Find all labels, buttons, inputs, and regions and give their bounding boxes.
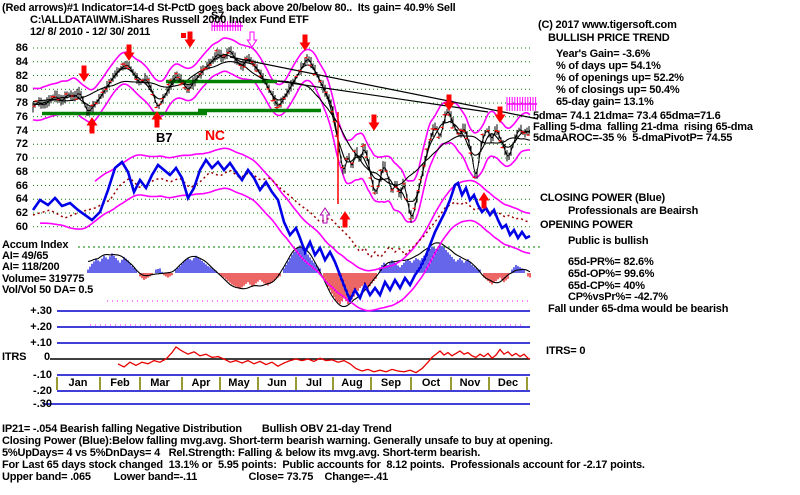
month-label-sep: Sep [380,377,402,389]
price-tick-84: 84 [15,55,28,68]
annotation-s7: S7 [211,10,225,22]
annotation-nc: NC [205,127,225,143]
stat-days-up: % of days up= 54.1% [556,60,661,72]
price-tick-82: 82 [15,69,28,82]
itrs-axis-title: ITRS [2,351,27,363]
price-tick-72: 72 [15,138,28,151]
month-label-jan: Jan [68,377,88,389]
trend-title: BULLISH PRICE TREND [548,32,670,44]
bottom-bands: Upper band= .065 Lower band=-.11 Close= … [2,471,389,483]
price-tick-76: 76 [15,110,28,123]
dma-values: 5dma= 74.1 21dma= 73.4 65dma=71.6 [533,110,721,122]
stat-65d-pr: 65d-PR%= 82.6% [568,256,654,268]
month-label-apr: Apr [191,377,211,389]
stat-cp-vs-pr: CP%vsPr%= -42.7% [568,291,668,303]
month-label-feb: Feb [110,377,130,389]
month-label-jul: Jul [306,377,322,389]
annotation-b7: B7 [156,130,173,145]
dma-aroc: 5dmaAROC=-35 % 5-dmaPivotP= 74.55 [533,132,733,144]
bottom-65days: For Last 65 days stock changed 13.1% or … [2,459,645,471]
month-label-oct: Oct [421,377,441,389]
price-tick-60: 60 [15,220,28,233]
ai-49-65: AI= 49/65 [2,250,49,262]
itrs-tick: -.20 [33,385,52,397]
opening-power-sub: Public is bullish [568,235,649,247]
stat-closings-up: % of closings up= 50.4% [556,84,680,96]
price-tick-74: 74 [15,124,28,137]
date-marker [181,33,186,38]
date-range: 12/ 8/ 2010 - 12/ 30/ 2011 [30,26,151,38]
price-tick-86: 86 [15,42,28,54]
warning-65dma: Fall under 65-dma would be bearish [548,303,729,315]
price-tick-70: 70 [15,152,28,164]
bottom-ip21: IP21= -.054 Bearish falling Negative Dis… [2,423,392,435]
closing-power-sub: Professionals are Beairsh [568,205,699,217]
stat-65d-cp: 65d-CP%= 40% [568,280,645,292]
month-label-dec: Dec [497,377,519,389]
closing-power-title: CLOSING POWER (Blue) [540,192,665,204]
volume-label: Volume= 319775 [2,273,85,285]
ai-118-200: AI= 118/200 [2,261,60,273]
price-tick-64: 64 [15,193,28,206]
price-tick-78: 78 [15,97,28,109]
stat-65day-gain: 65-day gain= 13.1% [556,96,654,108]
month-label-mar: Mar [150,377,170,389]
itrs-value-right: ITRS= 0 [546,345,586,357]
itrs-tick: +.10 [30,337,52,349]
itrs-tick: -.30 [33,398,52,410]
opening-power-title: OPENING POWER [540,219,633,231]
itrs-tick: -.10 [33,369,52,381]
stat-65d-op: 65d-OP%= 99.6% [568,268,655,280]
dma-trend: Falling 5-dma falling 21-dma rising 65-d… [533,121,753,133]
volvol-label: Vol/Vol 50 DA= 0.5 [2,284,94,296]
accum-index-label: Accum Index [2,239,69,251]
copyright: (C) 2017 www.tigersoft.com [538,19,677,31]
month-label-nov: Nov [459,377,481,389]
stat-openings-up: % of openings up= 52.2% [556,72,684,84]
price-tick-66: 66 [15,179,28,192]
month-label-may: May [228,377,250,389]
signal-summary: (Red arrows)#1 Indicator=14-d St-PctD go… [2,2,456,14]
price-tick-62: 62 [15,207,28,219]
month-label-jun: Jun [267,377,287,389]
month-label-aug: Aug [341,377,363,389]
itrs-tick: +.20 [30,321,52,333]
price-tick-80: 80 [15,83,28,96]
stat-years-gain: Year's Gain= -3.6% [556,48,651,60]
bottom-updays: 5%UpDays= 4 vs 5%DnDays= 4 Rel.Strength:… [2,447,481,459]
price-tick-68: 68 [15,165,28,178]
itrs-tick: +.30 [30,305,52,317]
file-path: C:\ALLDATA\IWM.iShares Russell 2000 Inde… [30,14,309,26]
bottom-closing-power: Closing Power (Blue):Below falling mvg.a… [2,435,553,447]
itrs-zero-label: 0 [44,351,50,363]
